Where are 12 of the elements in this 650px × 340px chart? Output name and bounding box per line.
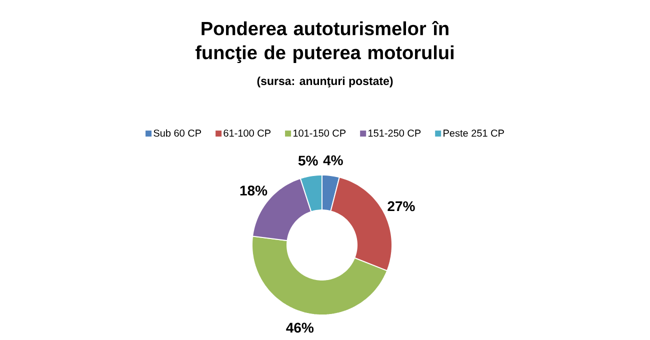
data-label: 4% [323,155,343,166]
data-label: 18% [240,186,268,196]
chart-title: Ponderea autoturismelor în funcţie de puterea motorului [195,20,454,64]
data-label: 27% [388,201,415,212]
data-label: 46% [286,322,314,333]
legend-label: 101-150 CP [293,130,346,137]
chart-subtitle: (sursa: anunţuri postate) [257,76,393,88]
legend-label: 61-100 CP [224,130,270,137]
legend-label: 151-250 CP [368,130,421,137]
data-label: 5% [298,156,318,166]
legend-label: Peste 251 CP [444,130,504,137]
legend-label: Sub 60 CP [154,129,202,137]
